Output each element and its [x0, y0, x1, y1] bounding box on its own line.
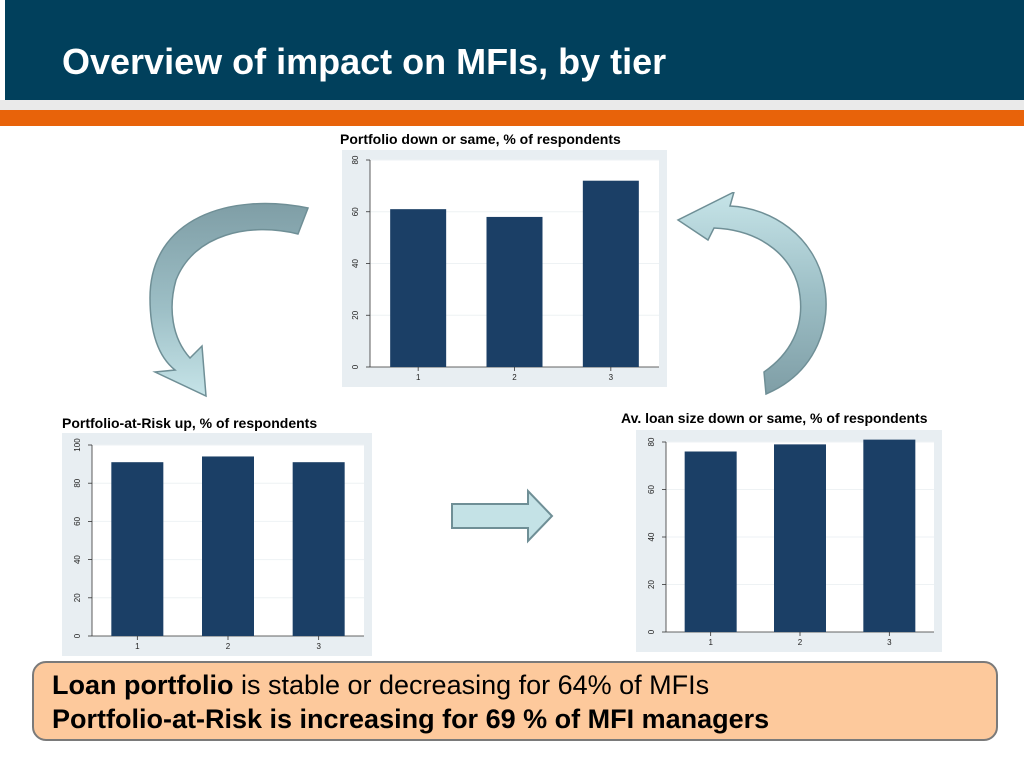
y-tick-label: 60 — [351, 207, 360, 216]
chart-par-plot: 0 20 40 60 80 100 1 2 3 — [73, 438, 364, 651]
y-tick-label: 40 — [351, 259, 360, 268]
bar-par-1 — [111, 462, 164, 636]
chart-portfolio-plot: 0 20 40 60 80 1 2 3 — [351, 155, 659, 382]
callout-line-1: Loan portfolio is stable or decreasing f… — [52, 669, 709, 701]
curved-arrow-right-icon — [676, 192, 827, 396]
chart-title-loan-size: Av. loan size down or same, % of respond… — [621, 410, 928, 426]
x-tick-label: 3 — [609, 373, 614, 382]
chart-title-portfolio: Portfolio down or same, % of respondents — [340, 131, 621, 147]
separator-stripe — [0, 100, 1024, 110]
x-tick-label: 2 — [512, 373, 517, 382]
y-tick-label: 20 — [73, 593, 82, 602]
callout-line-2: Portfolio-at-Risk is increasing for 69 %… — [52, 704, 770, 734]
callout-line-1-text: is stable or decreasing for 64% of MFIs — [233, 670, 710, 700]
bar-portfolio-1 — [390, 209, 447, 367]
y-tick-label: 60 — [647, 485, 656, 494]
y-tick-label: 0 — [647, 629, 656, 634]
accent-stripe — [0, 110, 1024, 126]
y-tick-label: 40 — [73, 555, 82, 564]
bar-par-3 — [292, 462, 345, 636]
right-arrow-icon — [451, 488, 554, 544]
callout-bold-term: Loan portfolio — [52, 670, 234, 700]
y-tick-label: 80 — [73, 478, 82, 487]
slide-title: Overview of impact on MFIs, by tier — [62, 41, 667, 82]
chart-loan-size-plot: 0 20 40 60 80 1 2 3 — [647, 437, 934, 647]
bar-par-2 — [202, 456, 254, 636]
y-tick-label: 80 — [351, 155, 360, 164]
y-tick-label: 20 — [351, 310, 360, 319]
bar-portfolio-2 — [486, 216, 543, 367]
y-tick-label: 40 — [647, 532, 656, 541]
title-bar: Overview of impact on MFIs, by tier — [0, 0, 1024, 100]
bar-portfolio-3 — [582, 180, 639, 367]
y-tick-label: 20 — [647, 580, 656, 589]
callout-box: Loan portfolio is stable or decreasing f… — [32, 661, 998, 741]
title-bar-edge — [0, 0, 5, 100]
x-tick-label: 3 — [316, 642, 321, 651]
y-tick-label: 0 — [73, 633, 82, 638]
x-tick-label: 1 — [708, 638, 713, 647]
y-tick-label: 80 — [647, 437, 656, 446]
y-tick-label: 100 — [73, 438, 82, 452]
x-tick-label: 2 — [798, 638, 803, 647]
y-tick-label: 0 — [351, 364, 360, 369]
chart-loan-size: 0 20 40 60 80 1 2 3 — [636, 430, 942, 652]
bar-loan-size-2 — [774, 444, 826, 632]
bar-loan-size-3 — [863, 439, 916, 632]
y-tick-label: 60 — [73, 516, 82, 525]
curved-arrow-left-icon — [149, 202, 310, 398]
x-tick-label: 2 — [226, 642, 231, 651]
x-tick-label: 1 — [135, 642, 140, 651]
chart-title-par: Portfolio-at-Risk up, % of respondents — [62, 415, 318, 431]
x-tick-label: 3 — [887, 638, 892, 647]
chart-par: 0 20 40 60 80 100 1 2 3 — [62, 433, 372, 656]
x-tick-label: 1 — [416, 373, 421, 382]
chart-portfolio: 0 20 40 60 80 1 2 3 — [342, 150, 667, 387]
bar-loan-size-1 — [684, 451, 737, 632]
